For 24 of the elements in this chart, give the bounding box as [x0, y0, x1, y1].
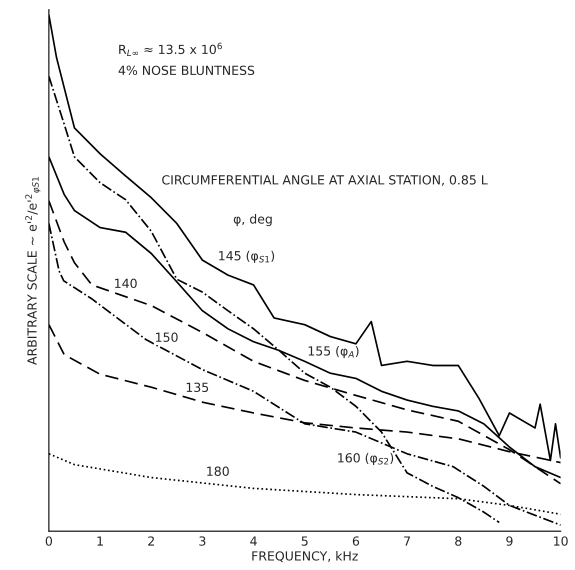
annotation: R$_{L∞}$ ≈ 13.5 x 10$^{6}$ — [119, 42, 222, 56]
x-tick-label: 1 — [97, 536, 103, 546]
x-tick-label: 5 — [302, 536, 308, 546]
annotation: CIRCUMFERENTIAL ANGLE AT AXIAL STATION, 0.85 L — [162, 175, 488, 186]
series-label: 160 (φ$_{S2}$) — [338, 452, 394, 465]
x-tick-label: 8 — [455, 536, 462, 546]
series-label: 135 — [186, 382, 208, 392]
x-tick-label: 6 — [352, 536, 360, 546]
x-tick-label: 2 — [148, 536, 154, 546]
x-tick-label: 4 — [250, 536, 257, 546]
x-tick-label: 3 — [199, 536, 206, 546]
x-tick-label: 10 — [554, 536, 568, 546]
series-label: 140 — [115, 278, 137, 288]
x-tick-label: 0 — [46, 536, 52, 546]
x-tick-label: 9 — [506, 536, 513, 546]
annotation: 4% NOSE BLUNTNESS — [118, 66, 254, 76]
series-label: 150 — [156, 332, 178, 342]
series-label: 155 (φ$_{A}$) — [308, 346, 359, 358]
y-axis-title: ARBITRARY SCALE ~ e'$^{2}$/e'$^{2}$$_{φS1}$ — [25, 177, 40, 365]
x-tick-label: 7 — [404, 536, 410, 546]
x-axis-title: FREQUENCY, kHz — [252, 550, 358, 562]
series-label: 145 (φ$_{S1}$) — [219, 250, 274, 263]
series-label: 180 — [207, 466, 229, 476]
legend-title: φ, deg — [234, 214, 272, 226]
